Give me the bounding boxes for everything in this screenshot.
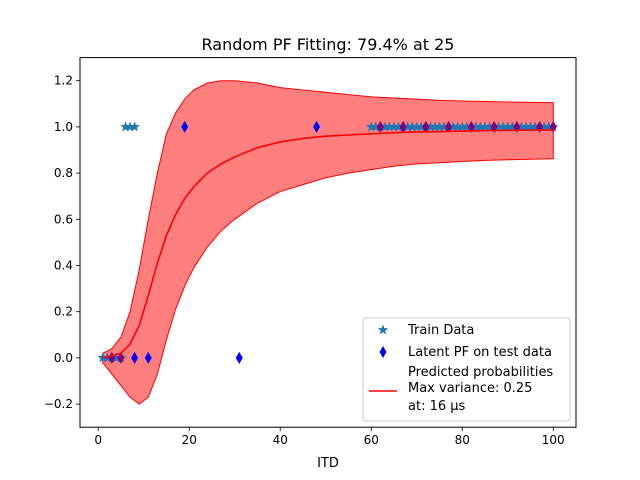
train-data-point: [120, 121, 131, 132]
train-data-point: [438, 121, 450, 132]
train-data-point: [402, 121, 413, 132]
train-data-point: [447, 121, 459, 132]
plot-area: [97, 80, 559, 405]
legend-entry-label: Max variance: 0.25: [408, 381, 532, 396]
y-tick-label: −0.2: [44, 397, 73, 411]
y-tick-label: 1.0: [54, 120, 73, 134]
train-data-point: [425, 121, 436, 132]
legend-box: [362, 317, 571, 422]
y-axis: −0.2 0.0 0.2 0.4 0.6 0.8 1.0 1.2: [44, 74, 80, 411]
train-data-point: [516, 121, 527, 132]
train-data-point: [370, 121, 382, 132]
x-tick-label: 100: [542, 433, 565, 447]
latent-pf-point: [235, 351, 243, 364]
latent-pf-point: [313, 120, 321, 133]
x-tick-label: 40: [273, 433, 288, 447]
train-data-point: [411, 121, 422, 132]
legend: Train Data Latent PF on test data Predicte…: [362, 317, 571, 422]
train-data-point: [429, 121, 441, 132]
legend-entry-label: Train Data: [407, 323, 474, 338]
latent-pf-point: [422, 120, 430, 133]
x-tick-label: 80: [455, 433, 470, 447]
latent-pf-point: [467, 120, 475, 133]
train-data-point: [497, 121, 509, 132]
train-data-point: [379, 121, 391, 132]
chart-title: Random PF Fitting: 79.4% at 25: [202, 35, 455, 54]
y-tick-label: 0.4: [54, 259, 73, 273]
latent-pf-point: [376, 120, 384, 133]
x-tick-label: 0: [94, 433, 102, 447]
latent-pf-point: [181, 120, 189, 133]
predicted-probability-line: [102, 129, 554, 359]
train-data-point: [470, 121, 482, 132]
y-tick-label: 0.6: [54, 212, 73, 226]
y-tick-label: 0.2: [54, 305, 73, 319]
train-data-point: [520, 121, 532, 132]
x-tick-label: 60: [364, 433, 379, 447]
legend-entry-label: at: 16 μs: [408, 399, 466, 414]
train-data-point: [457, 121, 468, 132]
train-data-point: [543, 121, 554, 132]
train-data-point: [124, 121, 136, 132]
train-data-point: [484, 121, 495, 132]
legend-entry-label: Latent PF on test data: [408, 345, 552, 360]
train-data-point: [502, 121, 513, 132]
legend-diamond-icon: [379, 346, 387, 358]
legend-star-icon: [377, 324, 389, 335]
train-data-point: [525, 121, 536, 132]
latent-pf-point: [399, 120, 407, 133]
train-data-point: [416, 121, 427, 132]
y-tick-label: 1.2: [54, 74, 73, 88]
train-data-point: [129, 121, 140, 132]
x-tick-label: 20: [182, 433, 197, 447]
train-data-point: [507, 121, 518, 132]
train-data-point: [493, 121, 504, 132]
train-data-point: [388, 121, 400, 132]
axes-frame: [79, 57, 577, 428]
train-data-point: [461, 121, 473, 132]
latent-pf-point: [131, 351, 139, 364]
train-data-point: [475, 121, 486, 132]
latent-pf-point: [117, 351, 125, 364]
legend-entry-label: Predicted probabilities: [408, 365, 553, 380]
train-data-point: [479, 121, 491, 132]
x-axis: 0 20 40 60 80 100: [94, 427, 565, 447]
train-data-point: [538, 121, 550, 132]
train-data-point: [366, 121, 377, 132]
latent-pf-point: [445, 120, 453, 133]
train-data-point: [529, 121, 541, 132]
train-data-point: [452, 121, 463, 132]
y-tick-label: 0.8: [54, 166, 73, 180]
train-data-point: [406, 121, 418, 132]
confidence-band: [102, 80, 554, 405]
latent-pf-point: [144, 351, 152, 364]
y-tick-label: 0.0: [54, 351, 73, 365]
train-data-point: [434, 121, 445, 132]
train-data-point: [393, 121, 404, 132]
x-axis-label: ITD: [317, 456, 339, 471]
train-data-point: [111, 352, 122, 363]
train-data-point: [384, 121, 395, 132]
